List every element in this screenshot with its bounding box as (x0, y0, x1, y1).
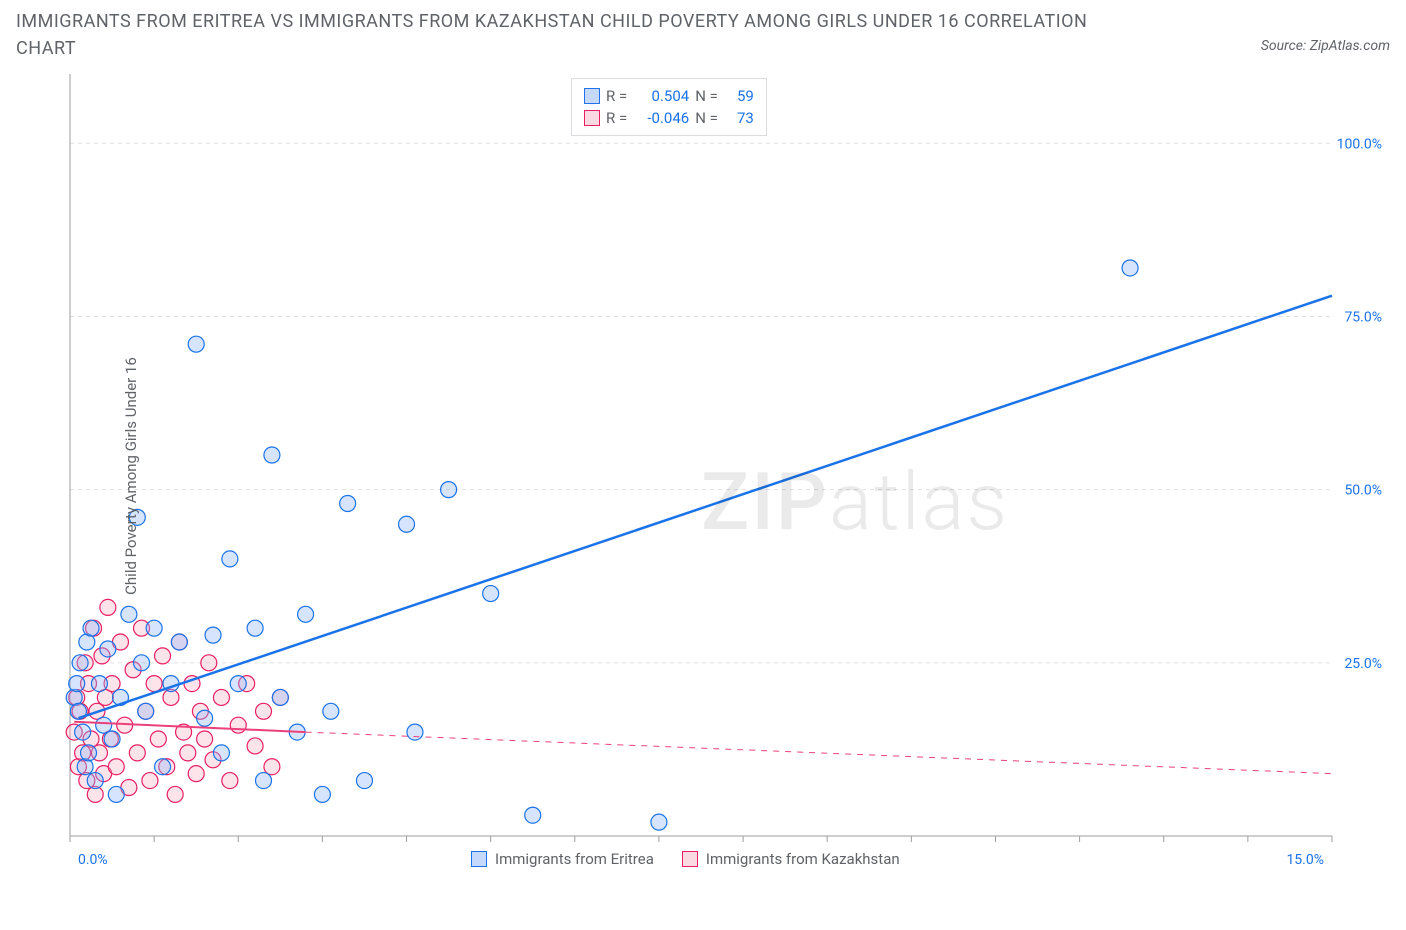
swatch-eritrea (584, 88, 600, 104)
y-axis-label: Child Poverty Among Girls Under 16 (122, 357, 140, 595)
correlation-chart: Child Poverty Among Girls Under 16 25.0%… (16, 66, 1386, 886)
header: IMMIGRANTS FROM ERITREA VS IMMIGRANTS FR… (16, 8, 1390, 62)
scatter-plot-svg: 25.0% 50.0% 75.0% 100.0% 0.0% 15.0% (46, 66, 1386, 886)
source-credit: Source: ZipAtlas.com (1261, 8, 1390, 54)
stats-row-eritrea: R =0.504 N =59 (584, 85, 754, 107)
stats-row-kazakhstan: R =-0.046 N =73 (584, 107, 754, 129)
series-legend: Immigrants from Eritrea Immigrants from K… (471, 850, 900, 868)
swatch-icon (682, 851, 698, 867)
svg-text:25.0%: 25.0% (1344, 656, 1382, 672)
legend-item-eritrea: Immigrants from Eritrea (471, 850, 654, 868)
page-title: IMMIGRANTS FROM ERITREA VS IMMIGRANTS FR… (16, 8, 1116, 62)
svg-text:15.0%: 15.0% (1286, 852, 1324, 868)
swatch-icon (471, 851, 487, 867)
stats-legend: R =0.504 N =59R =-0.046 N =73 (571, 78, 767, 136)
svg-text:100.0%: 100.0% (1337, 136, 1382, 152)
swatch-kazakhstan (584, 110, 600, 126)
svg-text:75.0%: 75.0% (1344, 309, 1382, 325)
legend-item-kazakhstan: Immigrants from Kazakhstan (682, 850, 900, 868)
svg-text:50.0%: 50.0% (1344, 483, 1382, 499)
svg-text:0.0%: 0.0% (78, 852, 108, 868)
